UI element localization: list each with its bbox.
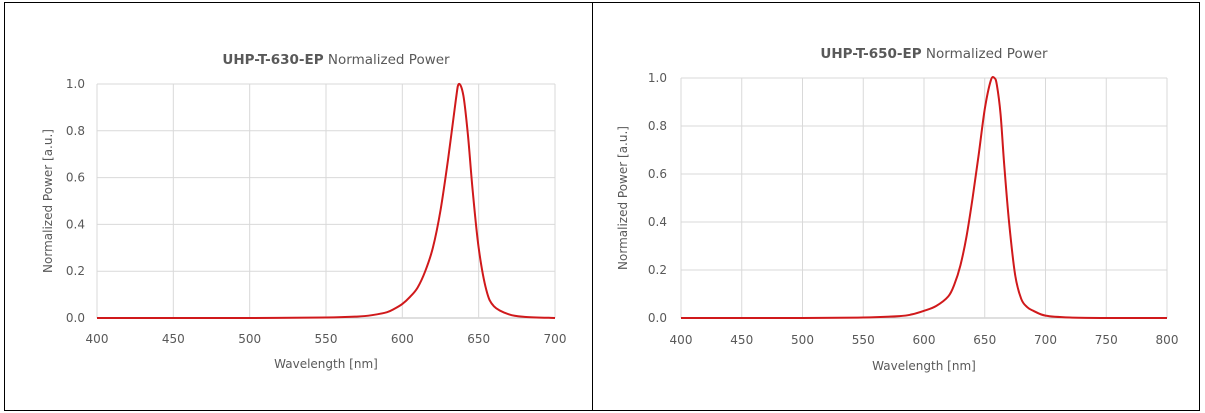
chart-1-xtick-label: 650 xyxy=(973,333,996,347)
chart-1-xtick-label: 550 xyxy=(852,333,875,347)
panel-divider xyxy=(592,2,593,411)
chart-1-series-line xyxy=(681,75,1167,320)
chart-1-xtick-label: 400 xyxy=(670,333,693,347)
chart-0-title-model: UHP-T-630-EP xyxy=(222,52,323,68)
chart-0-xtick-label: 400 xyxy=(86,332,109,346)
chart-1-ytick-label: 0.4 xyxy=(648,215,667,229)
chart-1-xtick-label: 750 xyxy=(1095,333,1118,347)
chart-panel-650: 0.0 0.2 0.4 0.6 0.8 1.0 400 450 500 550 600 650 700 7… xyxy=(593,3,1199,410)
chart-0-y-axis-label: Normalized Power [a.u.] xyxy=(41,129,55,273)
chart-0-xtick-label: 500 xyxy=(238,332,261,346)
chart-1-xtick-label: 700 xyxy=(1034,333,1057,347)
chart-0-xtick-label: 650 xyxy=(467,332,490,346)
chart-1-ytick-label: 0.8 xyxy=(648,119,667,133)
chart-0-title: UHP-T-630-EP Normalized Power xyxy=(222,52,450,68)
chart-1-x-axis-label: Wavelength [nm] xyxy=(872,359,976,373)
chart-0-xtick-label: 700 xyxy=(544,332,567,346)
chart-1-xtick-label: 600 xyxy=(913,333,936,347)
chart-panel-630: 0.0 0.2 0.4 0.6 0.8 1.0 400 450 500 550 600 650 700 U… xyxy=(5,3,592,410)
chart-0-x-axis-label: Wavelength [nm] xyxy=(274,357,378,371)
chart-0-series-line xyxy=(97,82,556,320)
chart-1-y-axis-label: Normalized Power [a.u.] xyxy=(616,126,630,270)
chart-uhp-t-630-ep: 0.0 0.2 0.4 0.6 0.8 1.0 400 450 500 550 600 650 700 U… xyxy=(41,52,567,371)
chart-0-xtick-label: 550 xyxy=(315,332,338,346)
chart-0-ytick-label: 0.8 xyxy=(66,124,85,138)
chart-0-ytick-label: 1.0 xyxy=(66,77,85,91)
chart-uhp-t-650-ep: 0.0 0.2 0.4 0.6 0.8 1.0 400 450 500 550 600 650 700 7… xyxy=(616,46,1179,373)
chart-1-ytick-label: 0.6 xyxy=(648,167,667,181)
figure-frame xyxy=(4,2,1200,411)
chart-0-ytick-label: 0.4 xyxy=(66,217,85,231)
chart-0-ytick-label: 0.0 xyxy=(66,311,85,325)
chart-0-ytick-label: 0.6 xyxy=(66,171,85,185)
chart-1-ytick-label: 0.0 xyxy=(648,311,667,325)
chart-0-xtick-label: 450 xyxy=(162,332,185,346)
chart-0-title-text: Normalized Power xyxy=(324,52,450,68)
chart-1-title-text: Normalized Power xyxy=(922,46,1048,62)
chart-1-title-model: UHP-T-650-EP xyxy=(820,46,921,62)
chart-1-xtick-label: 800 xyxy=(1156,333,1179,347)
chart-0-ytick-label: 0.2 xyxy=(66,264,85,278)
chart-1-title: UHP-T-650-EP Normalized Power xyxy=(820,46,1048,62)
chart-1-xtick-label: 500 xyxy=(791,333,814,347)
chart-1-xtick-label: 450 xyxy=(730,333,753,347)
chart-1-ytick-label: 1.0 xyxy=(648,71,667,85)
chart-1-ytick-label: 0.2 xyxy=(648,263,667,277)
chart-0-xtick-label: 600 xyxy=(391,332,414,346)
